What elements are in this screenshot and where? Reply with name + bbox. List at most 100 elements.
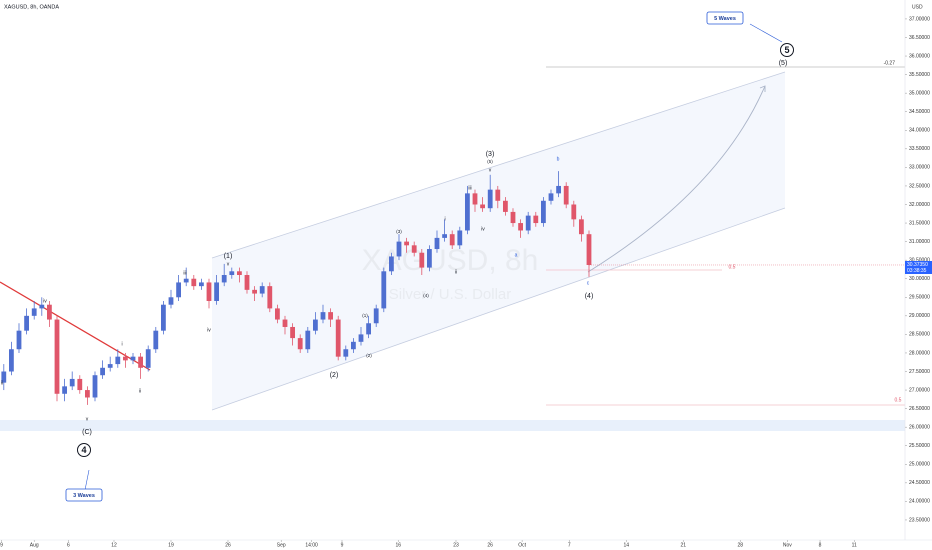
wave-label: ii	[139, 388, 141, 394]
candle-body	[115, 356, 121, 365]
x-tick-label: Sep	[277, 542, 286, 548]
channel-upper	[211, 71, 786, 259]
candle-body	[525, 215, 531, 231]
watermark-subtitle: Silver / U.S. Dollar	[389, 286, 512, 303]
candle-body	[290, 326, 295, 339]
candles	[1, 171, 592, 405]
candle-body	[92, 375, 98, 398]
wave-label: iv	[481, 226, 485, 232]
projection-arrow	[759, 85, 766, 92]
candle-body	[39, 304, 45, 309]
candle-body	[244, 275, 250, 290]
candle-body	[138, 356, 143, 368]
candle-body	[31, 308, 37, 316]
y-tick-label: 25.00000	[909, 462, 930, 468]
fib-label: -0.27	[884, 60, 896, 66]
zone-band	[0, 420, 905, 431]
wave-label: v	[489, 167, 492, 173]
x-tick-label: 6	[67, 542, 70, 548]
candle-body	[221, 275, 227, 283]
y-tick-label: 31.50000	[909, 220, 930, 226]
candle-body	[388, 256, 394, 272]
x-tick-label: Nov	[783, 542, 792, 548]
y-tick-label: 25.50000	[909, 443, 930, 449]
callout-pointer	[84, 469, 90, 491]
last-price: 30.37350	[907, 262, 928, 268]
candle-body	[107, 364, 113, 368]
candle-body	[16, 330, 22, 350]
candle-body	[404, 241, 409, 246]
candle-body	[586, 234, 592, 265]
candle-body	[54, 319, 60, 394]
y-tick-label: 31.00000	[909, 239, 930, 245]
candle-body	[335, 319, 341, 357]
x-tick-label: 26	[487, 542, 493, 548]
candle-body	[495, 189, 501, 201]
y-tick-label: 26.00000	[909, 425, 930, 431]
candle-body	[464, 193, 470, 231]
wave-label: iv	[207, 327, 211, 333]
fib-label: 0.5	[895, 397, 902, 403]
wave-label: (1)	[224, 253, 233, 260]
circled-wave	[77, 443, 91, 457]
projection-curve	[587, 85, 766, 273]
y-tick-label: 30.50000	[909, 257, 930, 263]
wave-label: a	[515, 252, 518, 258]
candle-body	[191, 278, 197, 287]
wave-label: ii	[1, 380, 3, 386]
candle-body	[373, 308, 379, 324]
wave-label: (5)	[487, 159, 493, 164]
x-tick-label: Oct	[518, 542, 526, 548]
candle-body	[487, 189, 493, 209]
y-tick-label: 23.50000	[909, 517, 930, 523]
candle-body	[449, 234, 455, 246]
candle-body	[24, 315, 29, 331]
candle-body	[274, 308, 280, 320]
candle-body	[84, 390, 90, 398]
candle-body	[419, 252, 425, 268]
candle-body	[122, 356, 128, 361]
circled-wave-label: 4	[81, 445, 86, 455]
wave-label: v	[86, 416, 89, 422]
fib-label: 0.5	[729, 264, 736, 270]
candle-body	[62, 386, 67, 394]
candle-body	[236, 271, 242, 276]
x-tick-label: Aug	[30, 542, 39, 548]
watermark: XAGUSD, 8h	[362, 244, 539, 277]
candle-body	[434, 237, 440, 250]
x-tick-label: 26	[225, 542, 231, 548]
candle-body	[297, 338, 303, 350]
candle-body	[578, 219, 584, 235]
candle-body	[305, 330, 311, 350]
x-tick-label: 8	[819, 542, 822, 548]
candle-body	[350, 341, 356, 350]
y-tick-label: 27.50000	[909, 369, 930, 375]
candle-body	[366, 323, 371, 335]
wave-label: (3)	[486, 151, 495, 158]
x-tick-label: 9	[341, 542, 344, 548]
y-tick-label: 28.00000	[909, 350, 930, 356]
candle-body	[77, 378, 83, 391]
callout-text: 3 Waves	[73, 493, 95, 499]
circled-wave	[780, 43, 794, 57]
candle-body	[259, 286, 265, 294]
candle-body	[381, 271, 387, 309]
candle-body	[252, 289, 257, 294]
y-tick-label: 34.50000	[909, 109, 930, 115]
x-tick-label: 14:00	[305, 542, 318, 548]
candle-body	[312, 319, 318, 331]
x-tick-label: 7	[568, 542, 571, 548]
candle-body	[556, 185, 561, 194]
y-tick-label: 27.00000	[909, 387, 930, 393]
y-tick-label: 29.00000	[909, 313, 930, 319]
wave-label: (2)	[366, 353, 372, 358]
y-tick-label: 33.50000	[909, 146, 930, 152]
wave-label: c	[587, 280, 590, 286]
chart-title: XAGUSD, 8h, OANDA	[4, 4, 59, 10]
candle-body	[198, 282, 204, 287]
candle-body	[214, 282, 219, 301]
x-tick-label: 28	[737, 542, 743, 548]
candle-body	[358, 334, 364, 342]
candle-body	[533, 215, 539, 224]
